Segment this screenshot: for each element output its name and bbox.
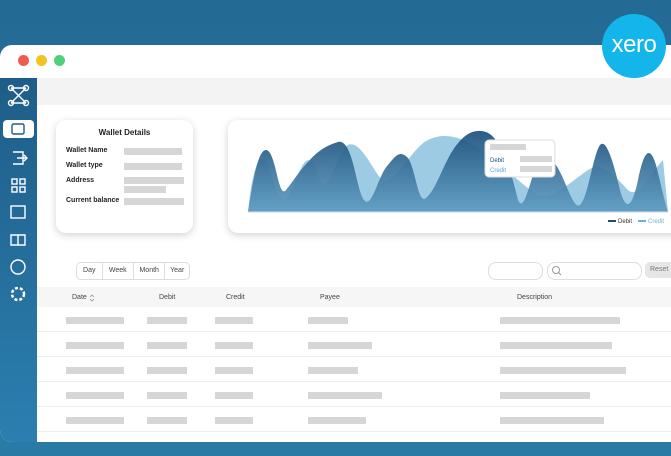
placeholder [215,367,253,374]
close-dot[interactable] [18,55,29,66]
field-label: Current balance [66,197,120,204]
placeholder [147,417,187,424]
legend-label: Credit [648,219,664,225]
date-picker[interactable] [488,262,543,280]
field-label: Wallet Name [66,147,108,154]
wave-chart: Debit Credit Debit Credit [248,130,668,225]
placeholder [308,392,382,399]
field-label: Wallet type [66,162,103,169]
placeholder [147,317,187,324]
column-header: Credit [226,294,245,301]
field-label: Address [66,177,95,184]
filter-button[interactable]: Year [170,267,185,274]
tooltip-label: Debit [490,158,504,164]
row-divider [37,356,671,357]
grid-icon[interactable] [11,178,26,193]
chart-card: Debit Credit Debit Credit [228,120,671,233]
tooltip: Debit Credit [484,139,556,178]
placeholder [308,417,366,424]
placeholder [66,392,124,399]
row-divider [37,406,671,407]
active-tab[interactable] [3,120,34,138]
app-window [0,45,671,442]
placeholder [308,367,358,374]
placeholder [124,177,184,184]
placeholder [66,342,124,349]
placeholder [308,342,372,349]
placeholder [215,417,253,424]
tooltip-label: Credit [490,168,506,174]
placeholder [215,317,253,324]
reset-button[interactable]: Reset [645,262,671,278]
minimize-dot[interactable] [36,55,47,66]
wallet-card: Wallet Details Wallet Name Wallet type A… [56,120,193,233]
placeholder [500,417,604,424]
filter-button[interactable]: Week [103,263,134,279]
legend: Debit Credit [608,219,664,225]
table-header: Date Debit Credit Payee Description [37,287,671,307]
placeholder [500,367,626,374]
xero-logo: xero [602,14,666,78]
settings-icon[interactable] [10,286,26,302]
placeholder [124,148,182,155]
placeholder [124,163,182,170]
column-header[interactable]: Date [72,294,87,301]
search-icon [552,266,562,276]
row-divider [37,431,671,432]
placeholder [124,198,184,205]
book-icon[interactable] [10,234,26,246]
toolbar-band [37,78,671,105]
placeholder [66,417,124,424]
debit-area [248,130,668,212]
column-header: Payee [320,294,340,301]
calendar-icon[interactable] [10,205,26,219]
help-icon[interactable] [10,259,26,275]
placeholder [500,392,590,399]
wallet-icon [11,123,25,135]
search-field[interactable] [547,262,642,280]
sidebar [0,78,37,442]
column-header: Debit [159,294,176,301]
maximize-dot[interactable] [54,55,65,66]
legend-label: Debit [618,219,632,225]
placeholder [66,317,124,324]
placeholder [147,342,187,349]
placeholder [147,392,187,399]
column-header: Description [517,294,553,301]
placeholder [215,342,253,349]
export-icon[interactable] [13,151,28,165]
sidebar-icons [3,84,34,302]
network-icon[interactable] [7,84,30,107]
filter-button[interactable]: Month [134,263,166,279]
placeholder [308,317,348,324]
period-filter: Day Week Month Year [76,262,190,280]
placeholder [500,342,612,349]
placeholder [500,317,620,324]
filter-button[interactable]: Day [77,263,103,279]
placeholder [66,367,124,374]
placeholder [215,392,253,399]
placeholder [147,367,187,374]
placeholder [124,186,166,193]
sort-icon[interactable] [89,294,95,302]
card-title: Wallet Details [98,128,151,137]
row-divider [37,381,671,382]
row-divider [37,331,671,332]
